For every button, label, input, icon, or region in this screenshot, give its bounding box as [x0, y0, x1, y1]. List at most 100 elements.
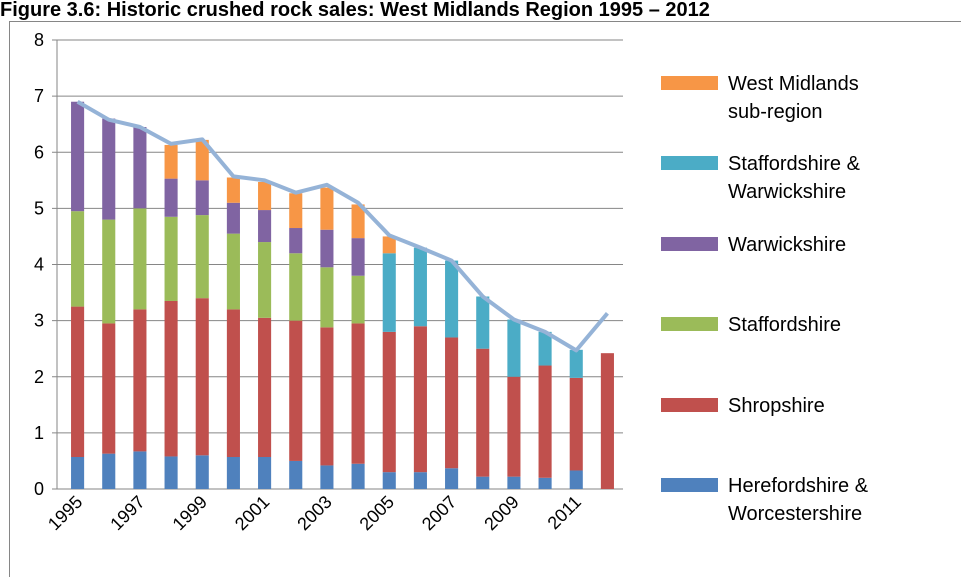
- bar-segment: [226, 233, 240, 310]
- legend-label: Warwickshire: [728, 233, 847, 256]
- chart-title: Figure 3.6: Historic crushed rock sales:…: [0, 0, 710, 21]
- bar-segment: [320, 465, 334, 489]
- x-tick-label: 2011: [544, 492, 586, 534]
- bar-segment: [71, 457, 85, 489]
- bar-segment: [445, 337, 459, 469]
- bar-segment: [195, 180, 209, 216]
- bar-segment: [382, 472, 396, 489]
- bar-segment: [164, 216, 178, 301]
- bar-segment: [226, 309, 240, 458]
- legend-label: Herefordshire & Worcestershire: [728, 475, 869, 525]
- bar-segment: [289, 193, 303, 229]
- legend-item: West Midlands sub-region: [661, 70, 961, 126]
- bar-segment: [413, 472, 427, 489]
- y-tick-label: 8: [34, 30, 44, 50]
- bar-segment: [102, 453, 116, 489]
- bar-segment: [569, 349, 583, 378]
- bar-segment: [507, 376, 521, 477]
- bar-segment: [351, 323, 365, 464]
- bar-segment: [164, 144, 178, 179]
- bar-segment: [164, 456, 178, 489]
- bar-segment: [538, 365, 552, 478]
- bar-segment: [382, 253, 396, 332]
- bar-segment: [320, 229, 334, 268]
- x-tick-label: 1997: [106, 492, 148, 534]
- x-tick-label: 2009: [480, 492, 522, 534]
- legend-item: Shropshire: [661, 392, 961, 420]
- bar-segment: [195, 139, 209, 181]
- total-line: [76, 100, 609, 353]
- bar-segment: [507, 319, 521, 377]
- bar-segment: [71, 211, 85, 307]
- bar-segment: [320, 187, 334, 230]
- legend-swatch: [661, 317, 718, 332]
- bar-segment: [71, 306, 85, 458]
- bar-segment: [351, 238, 365, 276]
- bar-segment: [102, 219, 116, 324]
- bar-segment: [258, 242, 272, 318]
- bar-segment: [289, 320, 303, 461]
- y-tick-label: 7: [34, 86, 44, 106]
- bar-segment: [102, 323, 116, 454]
- bar-segment: [133, 309, 147, 452]
- legend-label: Staffordshire: [728, 314, 842, 337]
- bar-segment: [164, 300, 178, 457]
- legend-item: Staffordshire: [661, 311, 961, 339]
- legend-item: Warwickshire: [661, 231, 961, 259]
- bar-segment: [226, 202, 240, 234]
- bar-segment: [195, 455, 209, 489]
- bar-segment: [538, 331, 552, 366]
- bar-segment: [258, 457, 272, 489]
- bar-segment: [413, 326, 427, 473]
- legend-item: Staffordshire & Warwickshire: [661, 150, 961, 206]
- legend-swatch: [661, 76, 718, 90]
- bar-segment: [445, 468, 459, 489]
- y-tick-label: 2: [34, 367, 44, 387]
- x-tick-label: 2005: [356, 492, 398, 534]
- chart-border: [9, 21, 961, 577]
- bar-segment: [258, 181, 272, 211]
- bar-segment: [538, 477, 552, 489]
- bar-segment: [569, 377, 583, 471]
- x-tick-label: 1995: [44, 492, 86, 534]
- bar-segment: [133, 208, 147, 310]
- bar-segment: [507, 476, 521, 489]
- bar-segment: [102, 118, 116, 220]
- bar-segment: [600, 353, 614, 489]
- bar-segment: [569, 470, 583, 489]
- bar-segment: [133, 451, 147, 489]
- bar-segment: [445, 260, 459, 338]
- bar-segment: [289, 253, 303, 321]
- bar-segment: [195, 215, 209, 299]
- bar-segment: [351, 463, 365, 489]
- bar-segment: [351, 275, 365, 324]
- bar-segment: [382, 236, 396, 254]
- bar-segment: [289, 228, 303, 254]
- bar-segment: [258, 317, 272, 458]
- bar-segment: [382, 331, 396, 473]
- bar-segment: [476, 296, 490, 349]
- bar-segment: [289, 460, 303, 489]
- x-tick-label: 1999: [169, 492, 211, 534]
- bar-segment: [195, 298, 209, 456]
- legend-label: Staffordshire & Warwickshire: [728, 153, 860, 204]
- x-tick-label: 2001: [231, 492, 273, 534]
- y-tick-label: 1: [34, 423, 44, 443]
- y-tick-label: 4: [34, 255, 44, 275]
- bar-segment: [226, 457, 240, 489]
- y-tick-label: 0: [34, 479, 44, 499]
- x-tick-label: 2007: [418, 492, 460, 534]
- bar-segment: [71, 101, 85, 212]
- bar-segment: [351, 204, 365, 239]
- bar-segment: [320, 327, 334, 466]
- legend-item: Herefordshire & Worcestershire: [661, 472, 961, 528]
- legend-label: Shropshire: [728, 394, 825, 417]
- legend-swatch: [661, 478, 718, 492]
- legend-swatch: [661, 156, 718, 171]
- bar-segment: [164, 178, 178, 217]
- bar-segment: [320, 267, 334, 328]
- y-tick-label: 3: [34, 311, 44, 331]
- x-tick-label: 2003: [293, 492, 335, 534]
